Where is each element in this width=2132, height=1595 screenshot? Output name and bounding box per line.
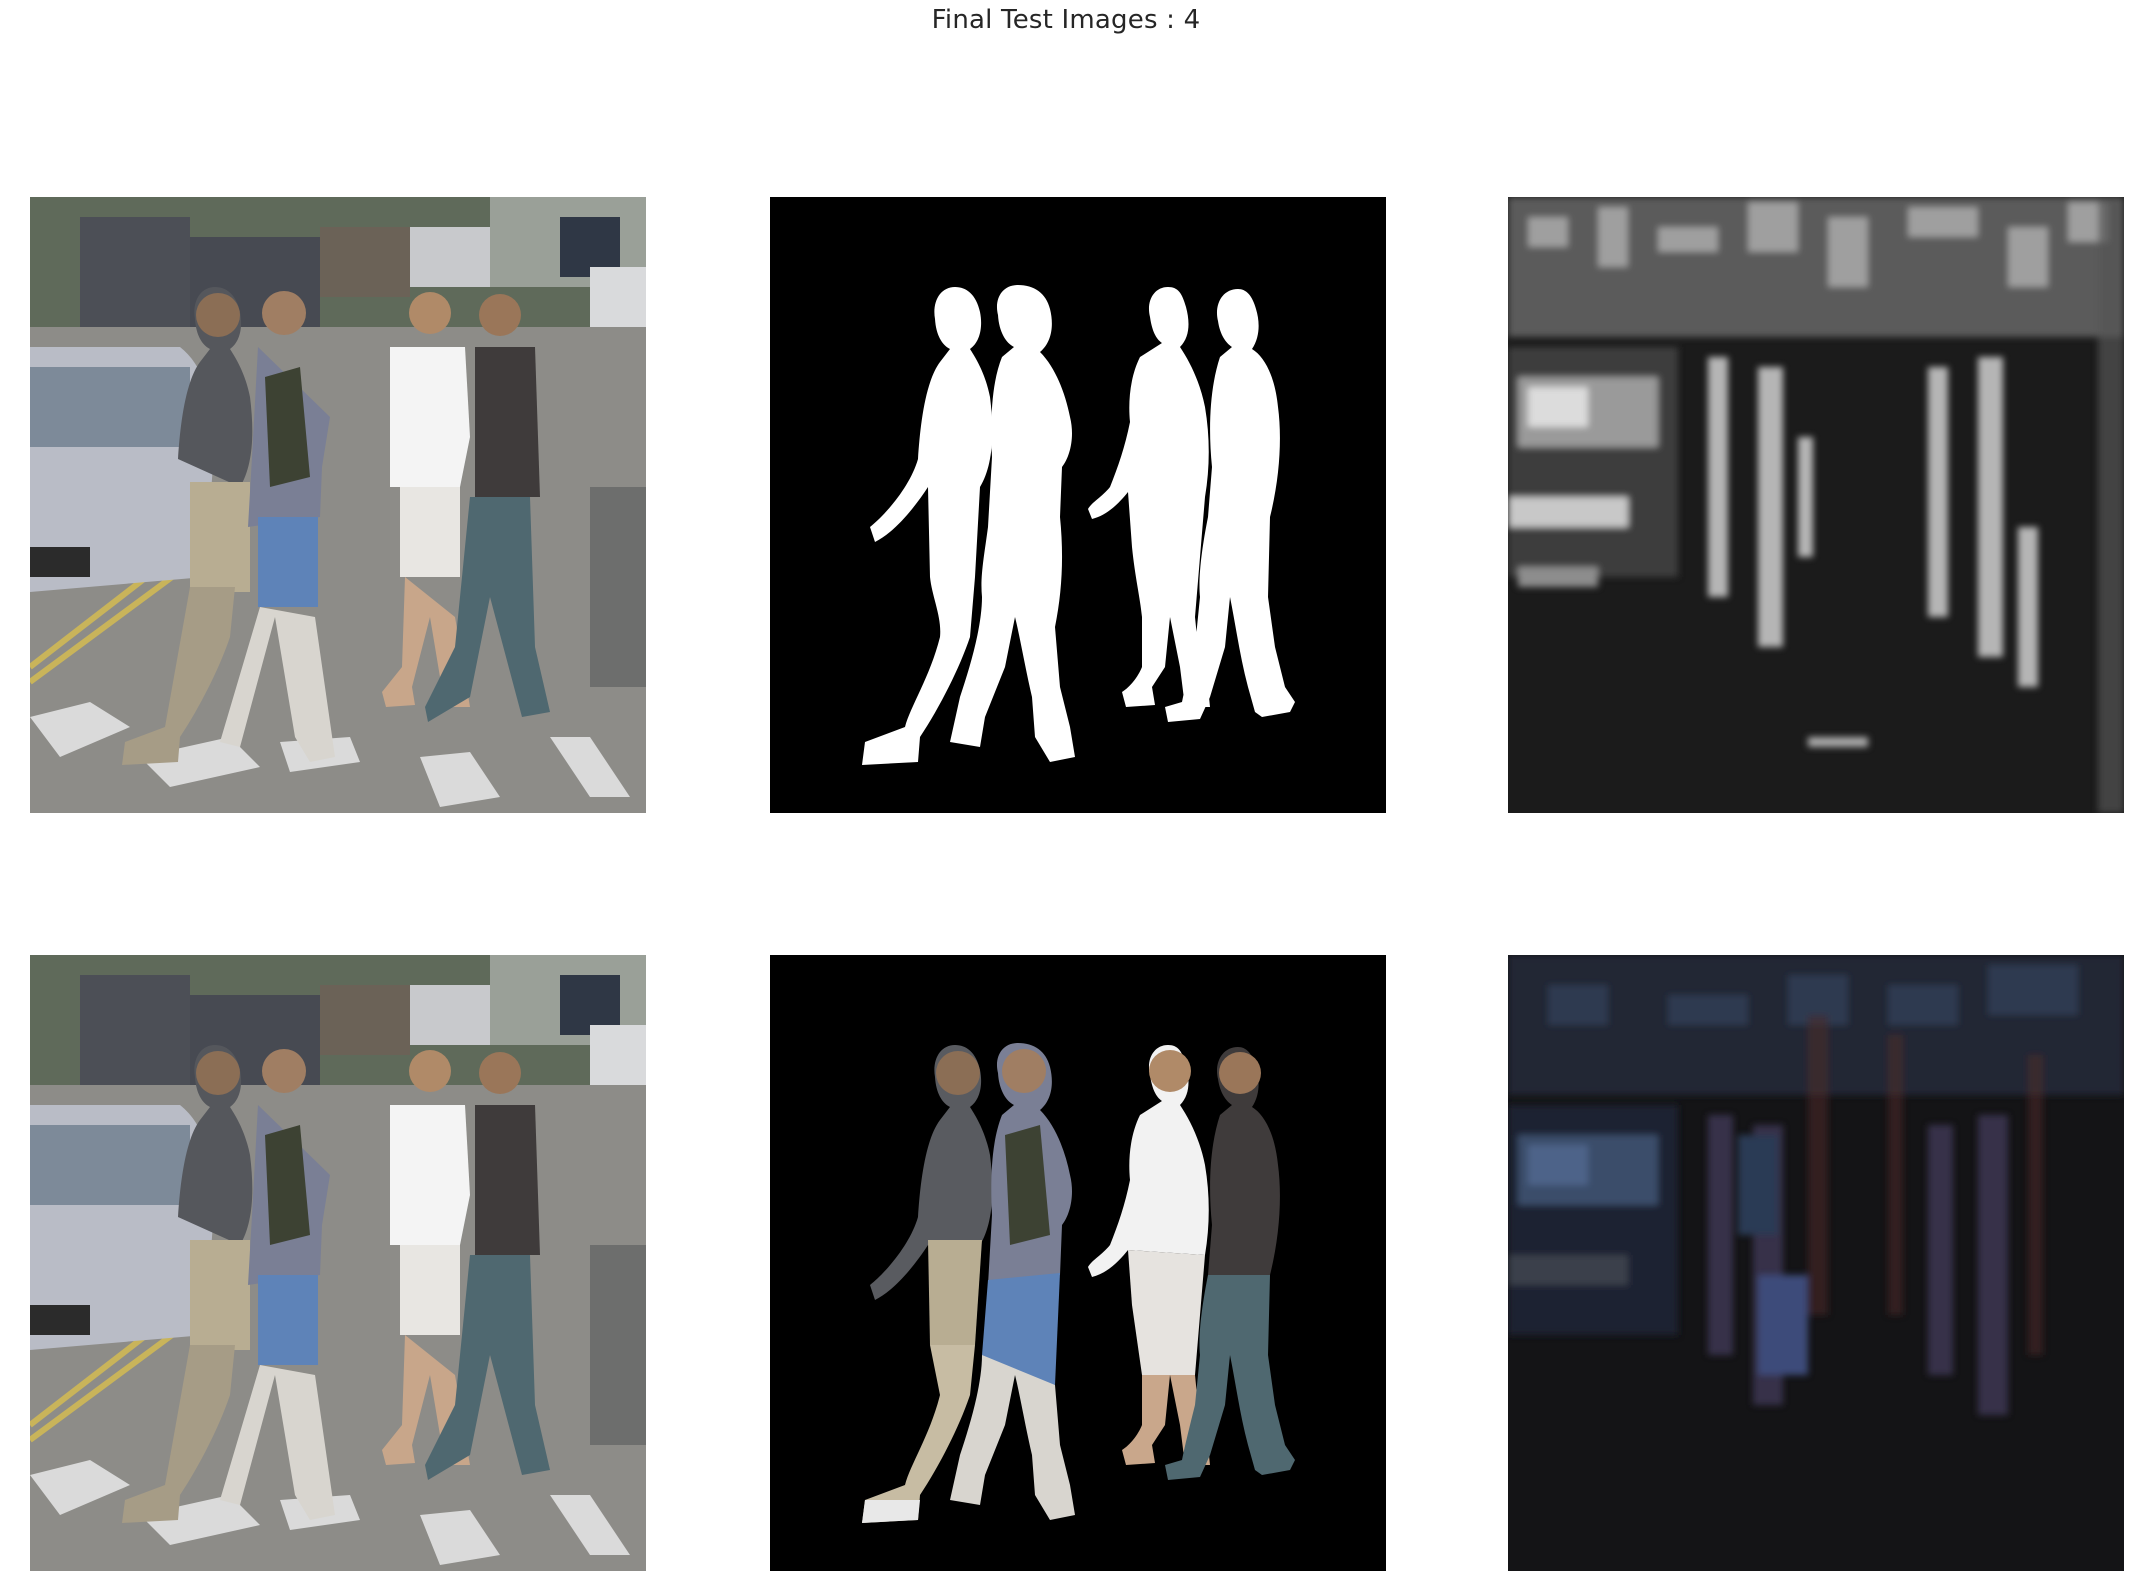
masked-image xyxy=(770,955,1386,1571)
input-image-bottom xyxy=(30,955,646,1571)
grayscale-feature-map xyxy=(1508,197,2124,813)
street-photo-bottom xyxy=(30,955,646,1571)
masked-people-on-black xyxy=(770,955,1386,1571)
street-photo-top xyxy=(30,197,646,813)
residual-map-image xyxy=(1508,955,2124,1571)
feature-map-image xyxy=(1508,197,2124,813)
input-image-top xyxy=(30,197,646,813)
binary-mask-silhouettes xyxy=(770,197,1386,813)
mask-image xyxy=(770,197,1386,813)
dark-residual-map xyxy=(1508,955,2124,1571)
figure-title: Final Test Images : 4 xyxy=(931,5,1201,35)
